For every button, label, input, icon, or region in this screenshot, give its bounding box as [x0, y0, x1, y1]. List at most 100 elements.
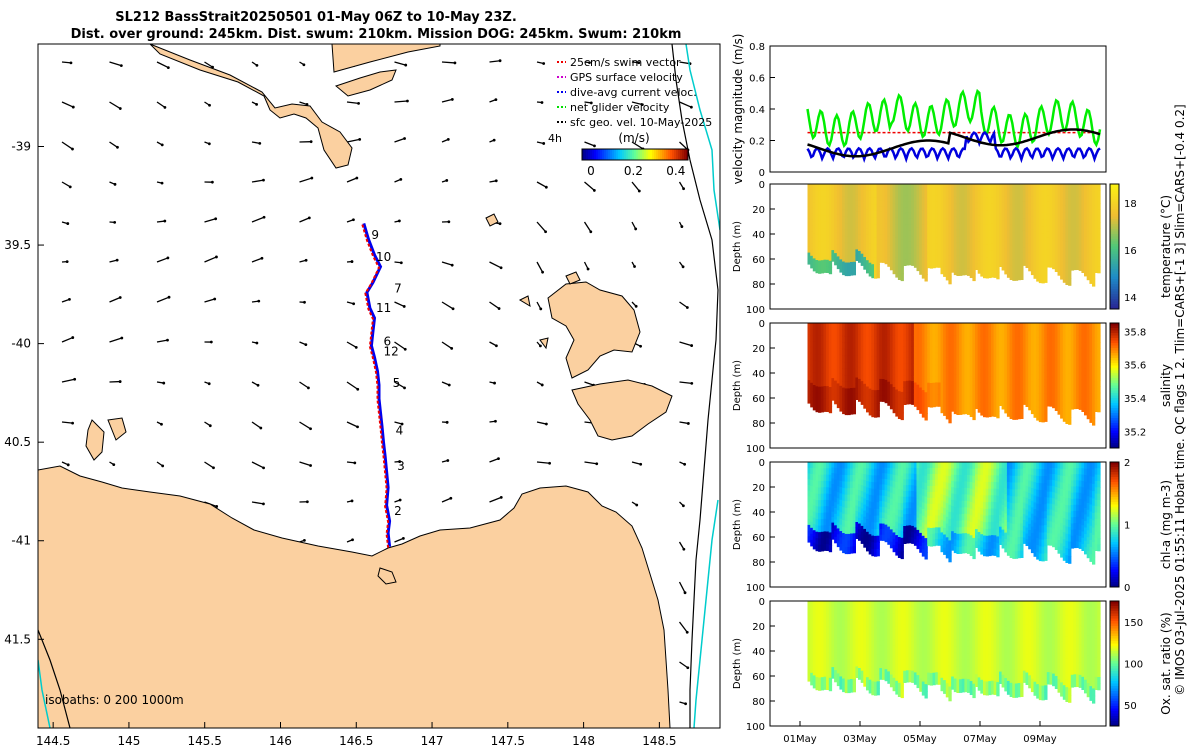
section-cell: [895, 210, 899, 218]
section-cell: [905, 334, 910, 341]
section-cell: [1022, 392, 1027, 400]
section-cell: [1065, 337, 1069, 346]
section-cell: [903, 224, 907, 232]
section-cell: [988, 369, 992, 377]
section-cell: [1014, 232, 1019, 240]
day-label: 7: [394, 281, 402, 295]
section-cell: [1036, 357, 1040, 366]
section-cell: [959, 494, 963, 502]
section-cell: [1001, 468, 1005, 475]
current-arrow-head: [738, 343, 741, 346]
section-cell: [1097, 405, 1101, 413]
current-arrow-head: [71, 105, 75, 109]
section-cell: [903, 467, 907, 475]
section-cell: [812, 403, 817, 411]
section-cell: [975, 353, 979, 361]
section-cell: [1070, 390, 1075, 398]
section-cell: [991, 349, 995, 357]
section-cell: [991, 521, 995, 529]
section-cell: [887, 213, 891, 220]
section-cell: [847, 323, 851, 331]
section-cell: [935, 527, 939, 534]
section-cell: [1041, 191, 1045, 199]
section-cell: [916, 202, 920, 210]
section-cell: [943, 481, 947, 489]
section-cell: [1025, 225, 1029, 233]
section-colorbar-label: salinity: [1159, 364, 1173, 407]
section-cell: [1020, 411, 1024, 419]
section-cell: [919, 261, 923, 269]
current-arrow: [489, 457, 499, 463]
section-cell: [921, 390, 926, 398]
section-cell: [1017, 204, 1021, 212]
section-cell: [889, 335, 894, 342]
section-cell: [1086, 377, 1090, 385]
section-cell: [956, 533, 960, 541]
section-cell: [975, 468, 979, 475]
section-cell: [889, 384, 894, 391]
section-colorbar-segment: [1110, 388, 1119, 391]
section-cell: [905, 508, 910, 515]
section-cell: [945, 218, 950, 226]
current-arrow-head: [208, 424, 212, 428]
section-cell: [1073, 384, 1077, 391]
section-cell: [1081, 196, 1085, 204]
section-cell: [834, 328, 838, 336]
section-cell: [959, 349, 963, 357]
section-cell: [828, 355, 833, 362]
section-cell: [929, 341, 934, 348]
section-cell: [874, 410, 878, 418]
section-cell: [945, 509, 950, 518]
section-cell: [1017, 231, 1021, 240]
section-cell: [924, 538, 928, 546]
section-cell: [871, 217, 875, 225]
section-cell: [951, 373, 955, 381]
colorbar-segment: [666, 149, 669, 160]
section-cell: [969, 376, 973, 384]
section-cell: [1006, 541, 1011, 550]
section-cell: [889, 396, 894, 404]
section-cell: [815, 266, 819, 274]
section-cell: [988, 548, 992, 557]
section-cell: [1038, 226, 1043, 234]
section-cell: [882, 362, 886, 369]
section-cell: [820, 380, 825, 387]
current-arrow-head: [71, 147, 74, 151]
section-cell: [1086, 272, 1090, 281]
section-cell: [826, 341, 830, 349]
section-cell: [916, 329, 920, 336]
colorbar-segment: [674, 149, 677, 160]
section-cell: [826, 493, 830, 501]
section-cell: [913, 249, 918, 256]
section-cell: [839, 385, 843, 393]
section-colorbar-segment: [1110, 286, 1119, 290]
section-cell: [1014, 523, 1019, 532]
section-cell: [969, 197, 973, 205]
section-cell: [1009, 404, 1013, 413]
section-cell: [892, 538, 896, 546]
section-cell: [913, 509, 918, 517]
section-cell: [847, 494, 851, 502]
section-cell: [908, 201, 912, 208]
section-cell: [991, 389, 995, 397]
section-cell: [1054, 234, 1059, 241]
section-cell: [889, 535, 894, 543]
section-cell: [810, 335, 814, 342]
section-cell: [972, 468, 976, 477]
net-glider-velocity-series: [806, 88, 1102, 150]
section-cell: [1004, 474, 1008, 482]
section-cell: [1004, 216, 1008, 224]
section-cell: [836, 214, 841, 221]
section-cell: [852, 468, 856, 476]
section-cell: [839, 240, 843, 248]
section-cell: [903, 398, 907, 405]
section-cell: [935, 515, 939, 522]
section-cell: [831, 222, 835, 229]
section-cell: [991, 203, 995, 212]
section-cell: [852, 229, 856, 237]
current-arrow: [679, 661, 689, 669]
section-colorbar-segment: [1110, 338, 1119, 341]
section-colorbar-segment: [1110, 204, 1119, 207]
section-cell: [1017, 496, 1021, 504]
section-cell: [828, 545, 833, 553]
